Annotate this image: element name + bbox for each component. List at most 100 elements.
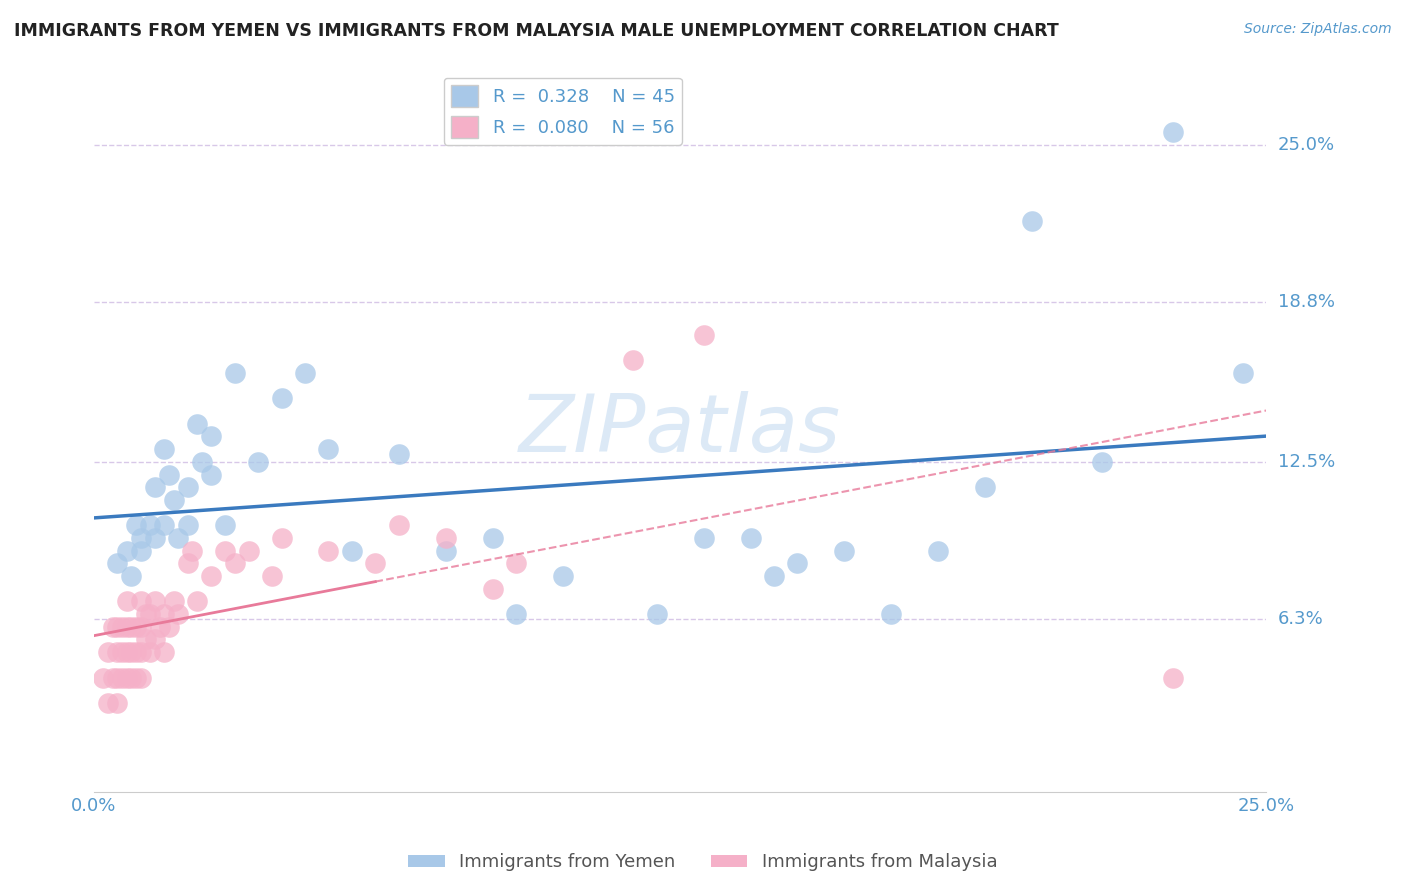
Point <box>692 531 714 545</box>
Point <box>167 531 190 545</box>
Point <box>125 671 148 685</box>
Point <box>224 557 246 571</box>
Point <box>111 671 134 685</box>
Point <box>318 543 340 558</box>
Point <box>115 645 138 659</box>
Point <box>740 531 762 545</box>
Point <box>129 645 152 659</box>
Point <box>1161 125 1184 139</box>
Point <box>434 543 457 558</box>
Point <box>191 455 214 469</box>
Point <box>115 543 138 558</box>
Point <box>105 620 128 634</box>
Point <box>129 531 152 545</box>
Text: 18.8%: 18.8% <box>1278 293 1334 311</box>
Point <box>181 543 204 558</box>
Point <box>115 620 138 634</box>
Text: 25.0%: 25.0% <box>1278 136 1334 153</box>
Legend: Immigrants from Yemen, Immigrants from Malaysia: Immigrants from Yemen, Immigrants from M… <box>401 847 1005 879</box>
Point <box>157 467 180 482</box>
Point <box>143 480 166 494</box>
Point <box>214 543 236 558</box>
Point <box>134 607 156 621</box>
Point <box>139 518 162 533</box>
Point <box>111 645 134 659</box>
Point <box>481 582 503 596</box>
Point <box>91 671 114 685</box>
Point <box>129 671 152 685</box>
Point <box>880 607 903 621</box>
Point <box>214 518 236 533</box>
Point <box>153 518 176 533</box>
Point <box>786 557 808 571</box>
Point <box>186 594 208 608</box>
Text: 12.5%: 12.5% <box>1278 453 1334 471</box>
Point <box>645 607 668 621</box>
Point <box>270 531 292 545</box>
Point <box>340 543 363 558</box>
Point <box>139 645 162 659</box>
Point <box>120 620 142 634</box>
Point <box>238 543 260 558</box>
Point <box>621 353 644 368</box>
Point <box>120 671 142 685</box>
Point <box>139 607 162 621</box>
Point <box>927 543 949 558</box>
Point <box>105 557 128 571</box>
Text: ZIPatlas: ZIPatlas <box>519 391 841 469</box>
Point <box>157 620 180 634</box>
Point <box>153 607 176 621</box>
Point <box>551 569 574 583</box>
Text: IMMIGRANTS FROM YEMEN VS IMMIGRANTS FROM MALAYSIA MALE UNEMPLOYMENT CORRELATION : IMMIGRANTS FROM YEMEN VS IMMIGRANTS FROM… <box>14 22 1059 40</box>
Point <box>186 417 208 431</box>
Point <box>692 328 714 343</box>
Point <box>105 645 128 659</box>
Point <box>505 557 527 571</box>
Point <box>1021 213 1043 227</box>
Point <box>200 467 222 482</box>
Point <box>163 492 186 507</box>
Point <box>364 557 387 571</box>
Point <box>115 671 138 685</box>
Point <box>97 645 120 659</box>
Point <box>115 594 138 608</box>
Point <box>120 569 142 583</box>
Point <box>262 569 284 583</box>
Point <box>1091 455 1114 469</box>
Point <box>97 696 120 710</box>
Point <box>247 455 270 469</box>
Point <box>134 632 156 647</box>
Point <box>974 480 997 494</box>
Point <box>388 518 411 533</box>
Legend: R =  0.328    N = 45, R =  0.080    N = 56: R = 0.328 N = 45, R = 0.080 N = 56 <box>444 78 682 145</box>
Point <box>177 557 200 571</box>
Point <box>167 607 190 621</box>
Text: 6.3%: 6.3% <box>1278 610 1323 628</box>
Point <box>177 480 200 494</box>
Point <box>434 531 457 545</box>
Point <box>143 632 166 647</box>
Point <box>149 620 172 634</box>
Point <box>318 442 340 457</box>
Point <box>120 645 142 659</box>
Point <box>125 620 148 634</box>
Point <box>762 569 785 583</box>
Point <box>294 366 316 380</box>
Point <box>111 620 134 634</box>
Point <box>125 518 148 533</box>
Text: Source: ZipAtlas.com: Source: ZipAtlas.com <box>1244 22 1392 37</box>
Point <box>143 594 166 608</box>
Point <box>129 543 152 558</box>
Point <box>163 594 186 608</box>
Point <box>1161 671 1184 685</box>
Point <box>129 594 152 608</box>
Point <box>177 518 200 533</box>
Point <box>200 429 222 443</box>
Point <box>834 543 856 558</box>
Point <box>1232 366 1254 380</box>
Point <box>388 447 411 461</box>
Point <box>101 620 124 634</box>
Point <box>200 569 222 583</box>
Point <box>505 607 527 621</box>
Point <box>125 645 148 659</box>
